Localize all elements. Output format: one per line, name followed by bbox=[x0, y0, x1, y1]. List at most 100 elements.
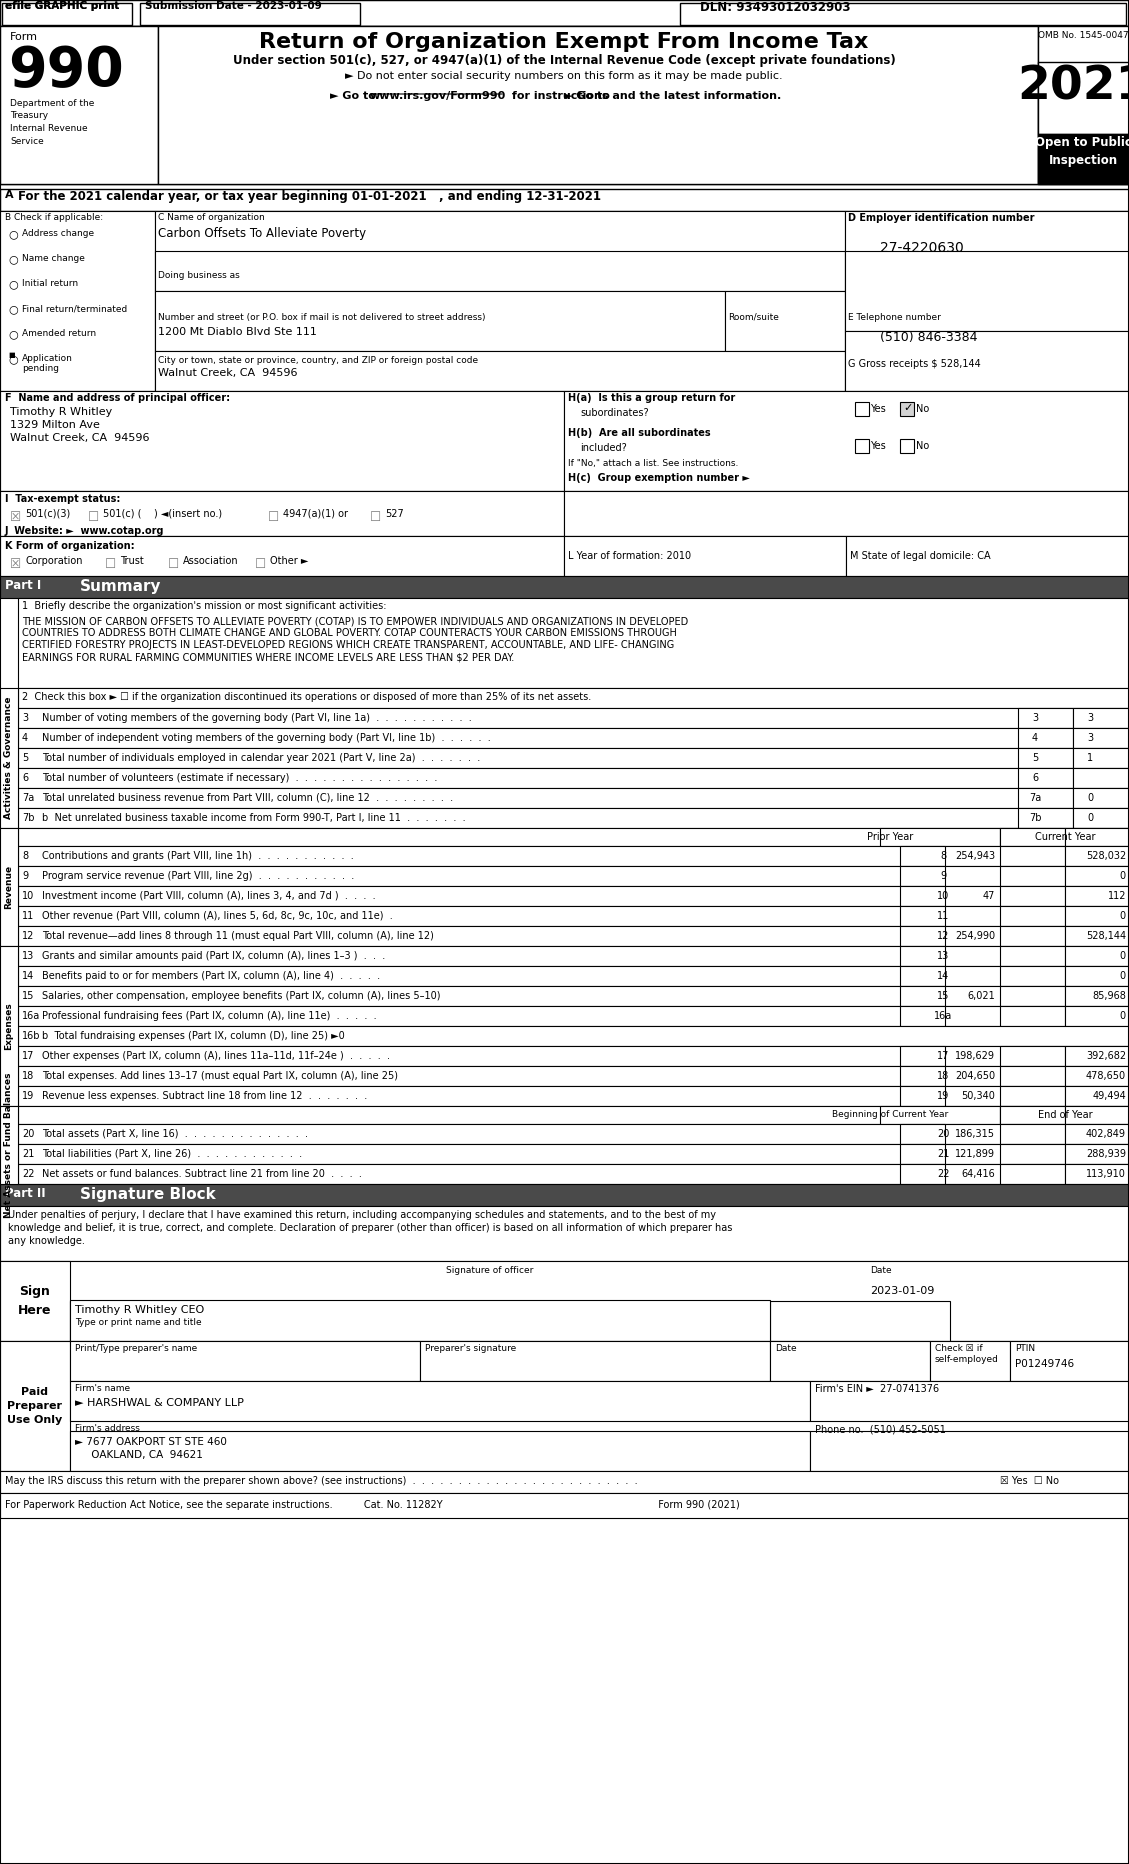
Bar bbox=[18, 867, 1129, 885]
Bar bbox=[1000, 1105, 1129, 1124]
Bar bbox=[18, 688, 1129, 708]
Bar bbox=[1018, 788, 1073, 807]
Text: OAKLAND, CA  94621: OAKLAND, CA 94621 bbox=[75, 1450, 203, 1460]
Text: Grants and similar amounts paid (Part IX, column (A), lines 1–3 )  .  .  .: Grants and similar amounts paid (Part IX… bbox=[42, 951, 385, 962]
Text: Program service revenue (Part VIII, line 2g)  .  .  .  .  .  .  .  .  .  .  .: Program service revenue (Part VIII, line… bbox=[42, 870, 355, 882]
Bar bbox=[18, 729, 1129, 747]
Text: 8: 8 bbox=[940, 852, 946, 861]
Bar bbox=[0, 490, 1129, 537]
Text: End of Year: End of Year bbox=[1038, 1109, 1093, 1120]
Text: 990: 990 bbox=[8, 45, 124, 99]
Bar bbox=[1065, 867, 1129, 885]
Bar bbox=[18, 926, 1129, 947]
Text: 4: 4 bbox=[1032, 733, 1038, 744]
Bar bbox=[155, 350, 844, 391]
Text: 527: 527 bbox=[385, 509, 404, 518]
Text: Signature of officer: Signature of officer bbox=[446, 1266, 534, 1275]
Text: THE MISSION OF CARBON OFFSETS TO ALLEVIATE POVERTY (COTAP) IS TO EMPOWER INDIVID: THE MISSION OF CARBON OFFSETS TO ALLEVIA… bbox=[21, 615, 689, 626]
Text: b  Total fundraising expenses (Part IX, column (D), line 25) ►0: b Total fundraising expenses (Part IX, c… bbox=[42, 1031, 344, 1040]
Text: ☐: ☐ bbox=[88, 511, 99, 524]
Bar bbox=[1000, 1087, 1065, 1105]
Text: any knowledge.: any knowledge. bbox=[8, 1236, 85, 1245]
Bar bbox=[155, 252, 844, 291]
Text: 16a: 16a bbox=[934, 1010, 952, 1021]
Text: 12: 12 bbox=[21, 930, 34, 941]
Text: ○: ○ bbox=[8, 229, 18, 239]
Bar bbox=[18, 846, 1129, 867]
Text: Total assets (Part X, line 16)  .  .  .  .  .  .  .  .  .  .  .  .  .  .: Total assets (Part X, line 16) . . . . .… bbox=[42, 1130, 308, 1139]
Bar bbox=[18, 1046, 1129, 1066]
Bar bbox=[2, 4, 132, 24]
Bar bbox=[70, 1299, 770, 1340]
Text: 528,144: 528,144 bbox=[1086, 930, 1126, 941]
Text: 478,650: 478,650 bbox=[1086, 1072, 1126, 1081]
Bar bbox=[1000, 947, 1065, 966]
Text: C Name of organization: C Name of organization bbox=[158, 212, 264, 222]
Text: ☒: ☒ bbox=[10, 511, 21, 524]
Bar bbox=[564, 391, 1129, 490]
Bar bbox=[0, 537, 1129, 576]
Text: Timothy R Whitley: Timothy R Whitley bbox=[10, 406, 112, 418]
Text: Total expenses. Add lines 13–17 (must equal Part IX, column (A), line 25): Total expenses. Add lines 13–17 (must eq… bbox=[42, 1072, 399, 1081]
Bar bbox=[1000, 828, 1065, 846]
Bar bbox=[0, 1206, 1129, 1262]
Text: Print/Type preparer's name: Print/Type preparer's name bbox=[75, 1344, 198, 1353]
Bar bbox=[900, 947, 945, 966]
Text: Firm's address: Firm's address bbox=[75, 1424, 140, 1433]
Bar bbox=[1065, 885, 1129, 906]
Text: Total liabilities (Part X, line 26)  .  .  .  .  .  .  .  .  .  .  .  .: Total liabilities (Part X, line 26) . . … bbox=[42, 1148, 303, 1159]
Text: 1329 Milton Ave: 1329 Milton Ave bbox=[10, 419, 99, 431]
Text: OMB No. 1545-0047: OMB No. 1545-0047 bbox=[1038, 32, 1128, 39]
Text: 204,650: 204,650 bbox=[955, 1072, 995, 1081]
Bar bbox=[0, 1105, 18, 1184]
Bar bbox=[1000, 986, 1065, 1007]
Bar bbox=[0, 211, 155, 391]
Text: Final return/terminated: Final return/terminated bbox=[21, 304, 128, 313]
Text: Open to Public
Inspection: Open to Public Inspection bbox=[1034, 136, 1129, 168]
Text: 6: 6 bbox=[1032, 774, 1038, 783]
Bar bbox=[1000, 867, 1065, 885]
Text: 14: 14 bbox=[937, 971, 949, 980]
Bar bbox=[1065, 1163, 1129, 1184]
Text: 392,682: 392,682 bbox=[1086, 1051, 1126, 1061]
Text: 64,416: 64,416 bbox=[961, 1169, 995, 1180]
Bar bbox=[725, 291, 844, 350]
Bar bbox=[1065, 828, 1129, 846]
Bar bbox=[0, 490, 564, 537]
Text: Return of Organization Exempt From Income Tax: Return of Organization Exempt From Incom… bbox=[260, 32, 868, 52]
Text: 528,032: 528,032 bbox=[1086, 852, 1126, 861]
Bar bbox=[1073, 768, 1129, 788]
Text: Date: Date bbox=[870, 1266, 892, 1275]
Bar bbox=[1018, 768, 1073, 788]
Bar bbox=[18, 885, 1129, 906]
Text: Under penalties of perjury, I declare that I have examined this return, includin: Under penalties of perjury, I declare th… bbox=[8, 1210, 716, 1221]
Text: self-employed: self-employed bbox=[935, 1355, 999, 1364]
Text: 0: 0 bbox=[1120, 1010, 1126, 1021]
Bar bbox=[18, 1025, 1129, 1046]
Text: ■: ■ bbox=[8, 352, 15, 358]
Text: Number of voting members of the governing body (Part VI, line 1a)  .  .  .  .  .: Number of voting members of the governin… bbox=[42, 714, 472, 723]
Bar bbox=[18, 1163, 1129, 1184]
Bar bbox=[0, 1340, 1129, 1471]
Bar bbox=[1073, 708, 1129, 729]
Bar bbox=[155, 211, 844, 391]
Bar bbox=[1038, 26, 1129, 185]
Bar bbox=[0, 391, 1129, 490]
Bar bbox=[1065, 947, 1129, 966]
Text: Carbon Offsets To Alleviate Poverty: Carbon Offsets To Alleviate Poverty bbox=[158, 227, 366, 240]
Text: Total number of volunteers (estimate if necessary)  .  .  .  .  .  .  .  .  .  .: Total number of volunteers (estimate if … bbox=[42, 774, 437, 783]
Text: Room/suite: Room/suite bbox=[728, 313, 779, 322]
Bar bbox=[855, 440, 869, 453]
Bar bbox=[18, 1087, 1129, 1105]
Text: E Telephone number: E Telephone number bbox=[848, 313, 940, 322]
Bar bbox=[1065, 1144, 1129, 1163]
Text: DLN: 93493012032903: DLN: 93493012032903 bbox=[700, 2, 850, 15]
Bar bbox=[158, 26, 1038, 185]
Bar bbox=[18, 906, 1129, 926]
Text: 2  Check this box ► ☐ if the organization discontinued its operations or dispose: 2 Check this box ► ☐ if the organization… bbox=[21, 692, 592, 703]
Bar bbox=[0, 1262, 1129, 1340]
Text: Number and street (or P.O. box if mail is not delivered to street address): Number and street (or P.O. box if mail i… bbox=[158, 313, 485, 322]
Bar bbox=[900, 867, 945, 885]
Bar bbox=[1000, 1124, 1065, 1144]
Bar bbox=[1073, 788, 1129, 807]
